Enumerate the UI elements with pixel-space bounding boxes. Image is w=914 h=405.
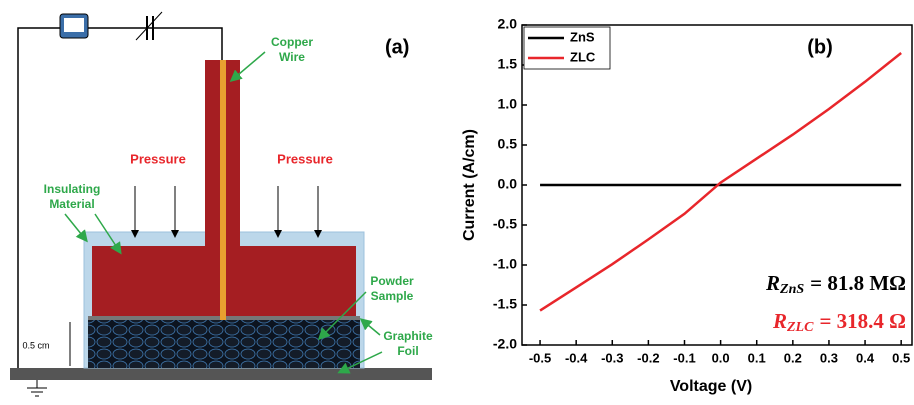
x-tick-label: -0.2 [637,350,659,365]
annotation-subscript: ZnS [779,282,804,297]
label: Powder [370,274,414,288]
annotation: RZnS = 81.8 MΩ [765,271,906,297]
legend-box [523,26,611,70]
x-tick-label: 0.3 [820,350,838,365]
powder [88,320,360,368]
x-tick-label: 0.0 [712,350,730,365]
y-tick-label: 2.0 [498,16,518,32]
annotation-symbol: R [765,271,780,295]
annotation-subscript: ZLC [786,320,814,335]
panel-label: (a) [385,36,409,58]
x-tick-label: -0.3 [601,350,623,365]
annotation-text: = 318.4 Ω [819,309,906,333]
x-tick-label: 0.4 [856,350,875,365]
y-tick-label: -1.0 [493,256,517,272]
y-tick-label: 0.5 [498,136,518,152]
annotation-text: = 81.8 MΩ [810,271,906,295]
x-tick-label: -0.1 [673,350,695,365]
y-tick-label: 1.0 [498,96,518,112]
capacitor-arrow [135,11,163,41]
series-line [539,52,902,312]
label: Pressure [277,151,333,166]
label: Insulating [44,182,101,196]
chart: Current (A/cm) Voltage (V) (b) -2.0 -1.5 -… [461,16,913,395]
label: Foil [397,344,418,358]
label: Sample [371,289,414,303]
copper-wire [220,60,226,320]
x-axis-label: Voltage (V) [670,378,752,395]
label: Material [49,197,94,211]
base [10,368,432,380]
diagram: (a) Copper Wire Pressure Pressure Insula… [10,11,433,397]
y-tick-label: -1.5 [493,296,517,312]
x-tick-label: -0.5 [529,350,551,365]
x-tick-label: -0.4 [565,350,588,365]
annotation: RZLC = 318.4 Ω [772,309,906,335]
panel-label: (b) [807,36,833,58]
label: Graphite [383,329,433,343]
pressure-arrows [131,186,322,238]
label: Wire [279,50,305,64]
y-tick-label: 0.0 [498,176,518,192]
label: 0.5 cm [22,340,49,350]
callouts [64,51,383,374]
x-tick-label: 0.1 [748,350,766,365]
circuit-wire [17,27,223,372]
label: Copper [271,35,313,49]
y-axis-label: Current (A/cm) [461,129,478,241]
legend-label: ZLC [570,49,596,64]
x-tick-label: 0.5 [892,350,910,365]
annotation-symbol: R [772,309,787,333]
meter-face [64,18,84,32]
x-tick-label: 0.2 [784,350,802,365]
y-tick-label: -2.0 [493,336,517,352]
label: Pressure [130,151,186,166]
y-tick-label: -0.5 [493,216,517,232]
legend-label: ZnS [570,29,595,44]
y-tick-label: 1.5 [498,56,518,72]
